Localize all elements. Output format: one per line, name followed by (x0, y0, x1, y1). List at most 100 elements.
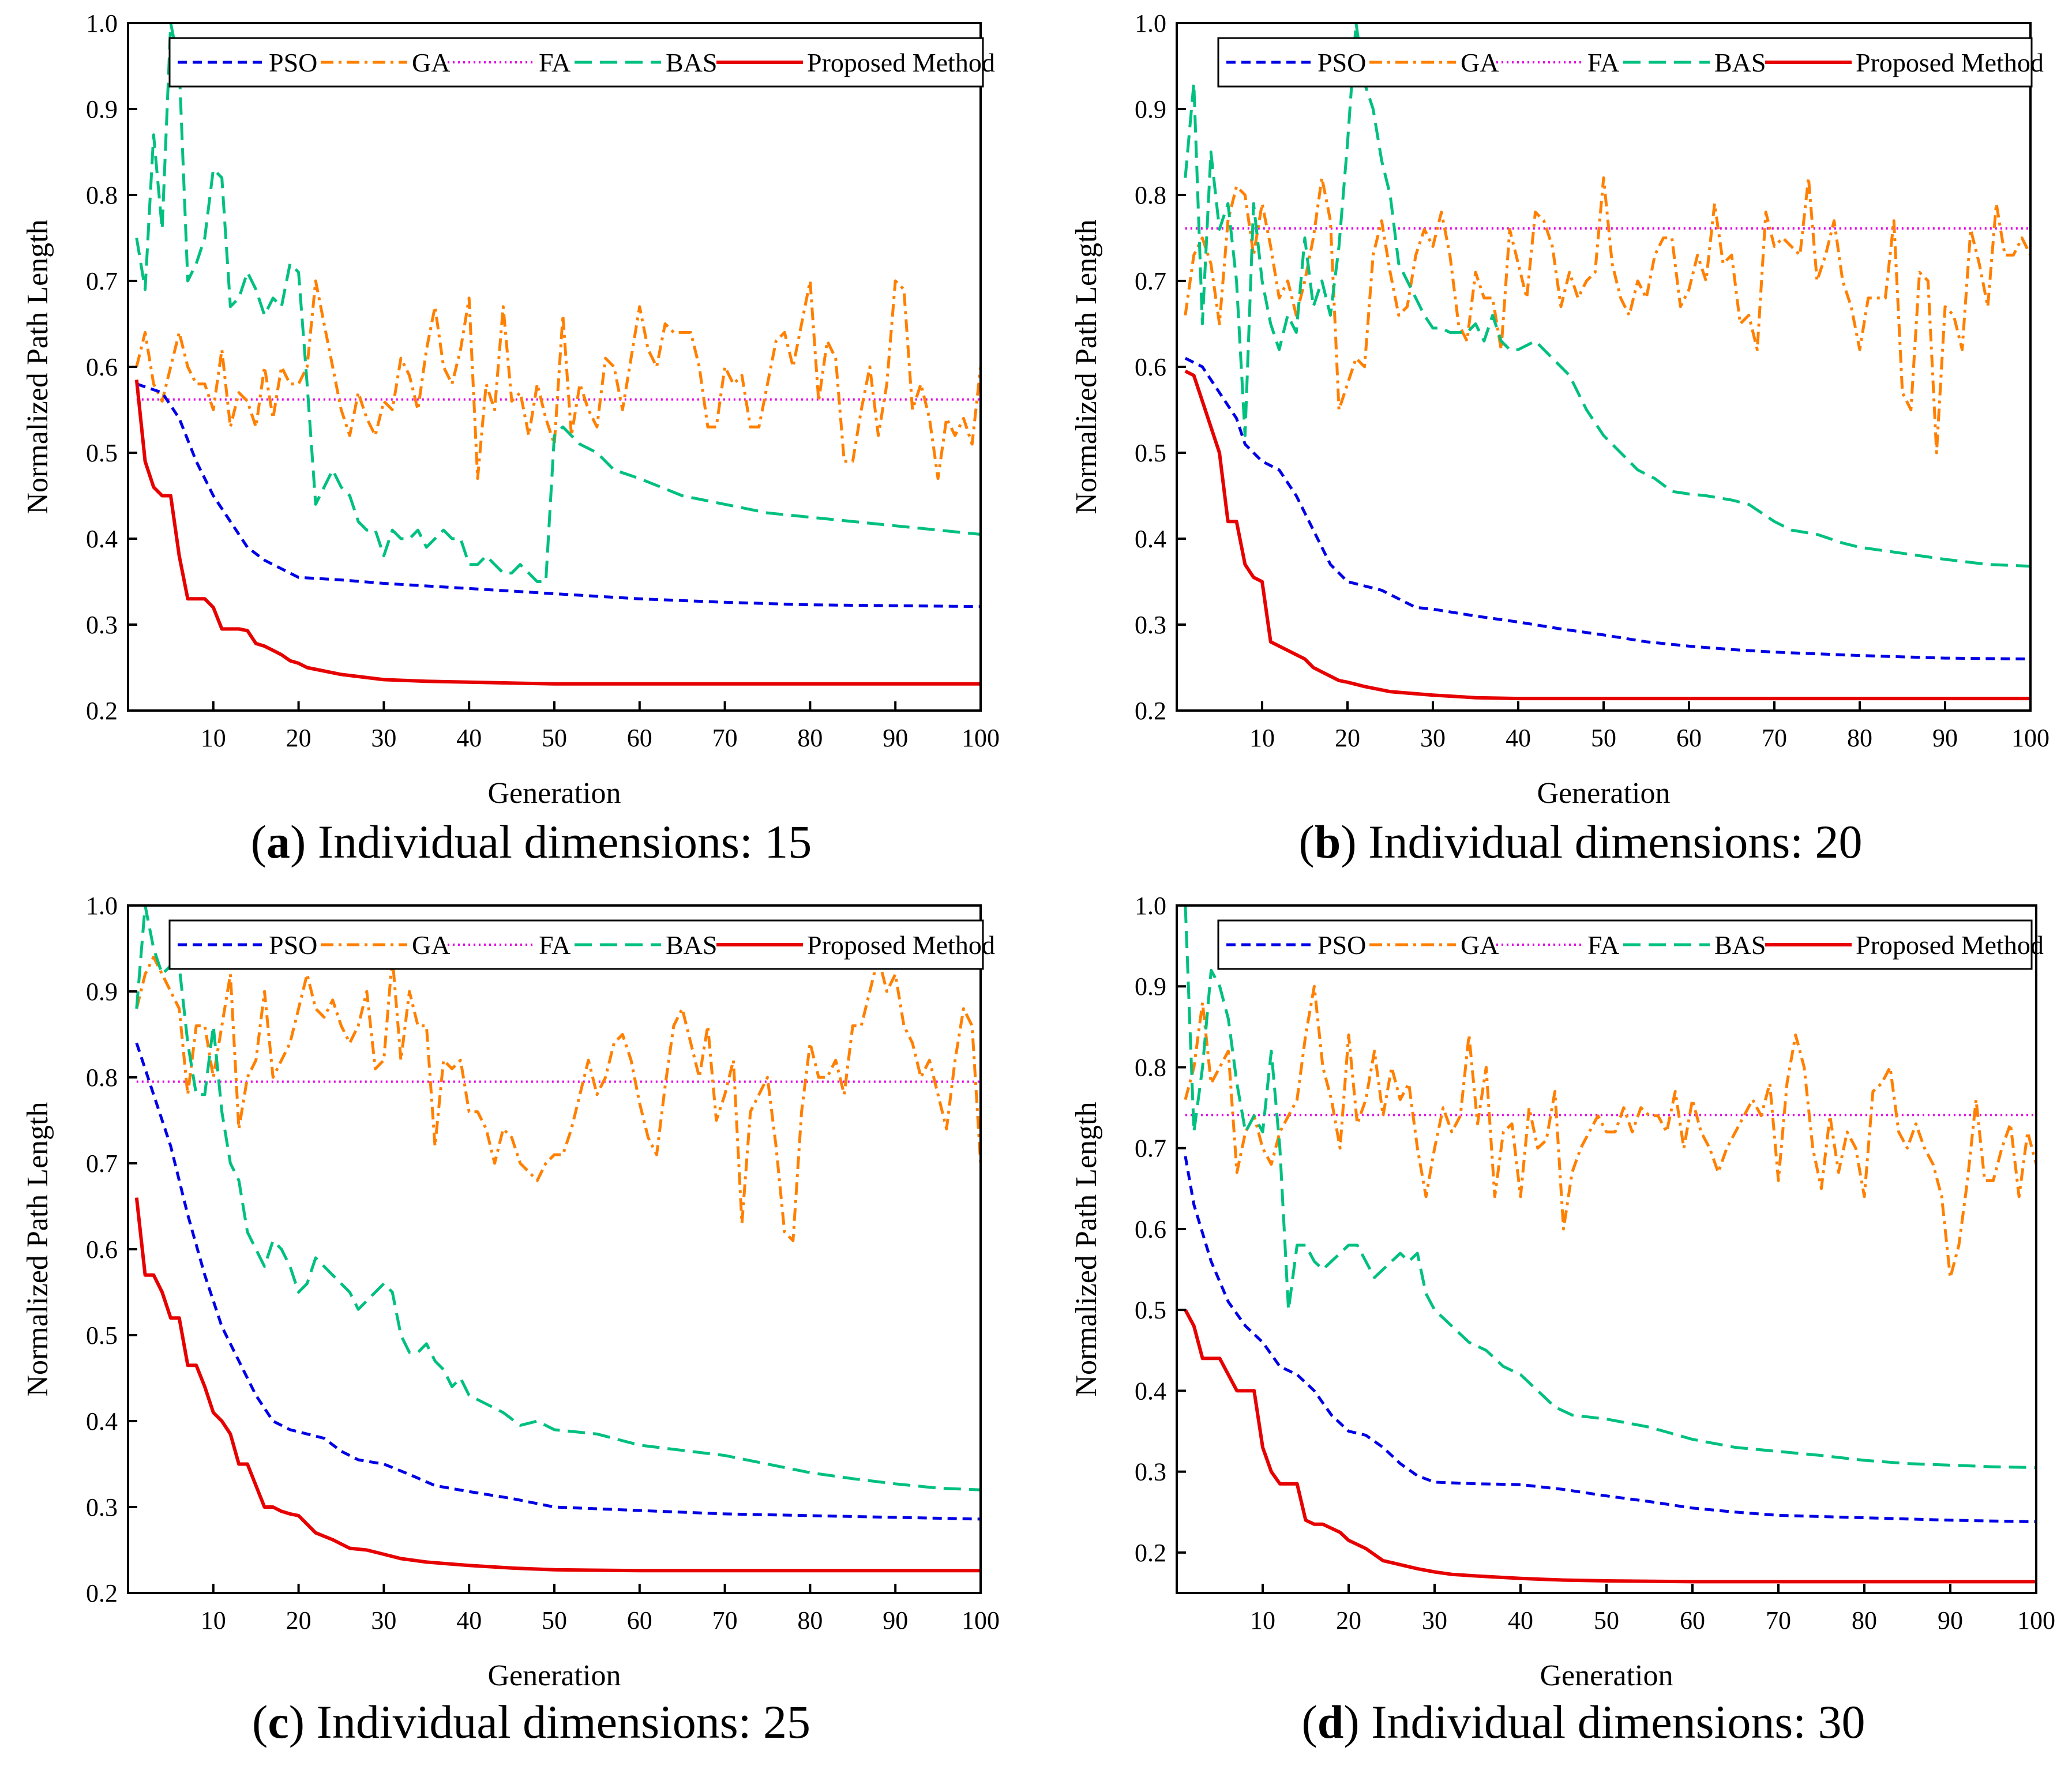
y-tick-label: 0.8 (86, 181, 118, 209)
legend-label-ga: GA (412, 930, 450, 960)
y-tick-label: 0.5 (1135, 1296, 1166, 1324)
y-tick-label: 0.4 (1135, 1377, 1166, 1405)
x-tick-label: 30 (371, 1606, 396, 1635)
y-tick-label: 0.4 (86, 525, 118, 553)
x-tick-label: 20 (1336, 1606, 1361, 1635)
x-tick-label: 40 (1508, 1606, 1533, 1635)
chart-panel-0: 10 20 30 40 50 60 70 80 90 100 0.2 0.3 0.4 0.5 0.6 0.7 0… (21, 9, 1000, 868)
y-tick-label: 0.6 (86, 353, 118, 381)
panel-caption: (a) Individual dimensions: 15 (251, 816, 812, 868)
series-line-bas (1184, 23, 2030, 568)
legend-label-bas: BAS (1714, 930, 1766, 960)
y-axis-label: Normalized Path Length (21, 219, 54, 514)
series-line-pso (1184, 1156, 2036, 1524)
y-tick-label: 0.6 (86, 1235, 118, 1264)
series-line-pso (136, 382, 981, 608)
x-tick-label: 20 (1335, 724, 1360, 752)
y-tick-label: 0.2 (86, 1579, 118, 1607)
x-tick-label: 100 (962, 1606, 1000, 1635)
y-tick-label: 0.6 (1135, 1215, 1166, 1243)
x-tick-label: 20 (286, 1606, 311, 1635)
y-tick-label: 0.3 (1135, 611, 1166, 639)
x-tick-label: 100 (962, 724, 1000, 752)
x-tick-label: 40 (456, 1606, 482, 1635)
x-axis-label: Generation (487, 1659, 621, 1692)
series-group (1184, 23, 2030, 701)
legend-label-fa: FA (539, 48, 570, 77)
y-tick-label: 0.5 (86, 1321, 118, 1350)
legend-label-fa: FA (1587, 930, 1619, 960)
series-line-ga (1184, 176, 2030, 454)
x-tick-label: 70 (712, 724, 738, 752)
y-tick-label: 0.3 (86, 611, 118, 639)
series-line-proposed-method (134, 1197, 981, 1573)
legend-label-ga: GA (412, 48, 450, 77)
y-tick-label: 0.7 (1135, 1134, 1166, 1163)
y-tick-label: 0.9 (86, 978, 118, 1006)
panel-caption: (c) Individual dimensions: 25 (252, 1696, 810, 1748)
legend-label-bas: BAS (1714, 48, 1766, 77)
y-tick-label: 0.2 (1135, 1539, 1166, 1567)
series-line-ga (135, 279, 981, 480)
x-tick-label: 70 (712, 1606, 738, 1635)
series-group (134, 23, 981, 686)
x-tick-label: 100 (2011, 724, 2050, 752)
chart-panel-3: 10 20 30 40 50 60 70 80 90 100 0.2 0.3 0.4 0.5 0.6 0.7 0… (1070, 892, 2055, 1748)
x-axis-label: Generation (1540, 1659, 1673, 1692)
x-tick-label: 10 (1249, 724, 1275, 752)
x-tick-label: 30 (1420, 724, 1446, 752)
y-tick-label: 0.9 (1135, 972, 1166, 1001)
x-tick-label: 50 (542, 724, 567, 752)
legend-label-fa: FA (1587, 48, 1619, 77)
x-tick-label: 30 (1422, 1606, 1447, 1635)
x-tick-label: 30 (371, 724, 396, 752)
x-tick-label: 50 (1591, 724, 1616, 752)
legend-label-proposed-method: Proposed Method (807, 48, 995, 77)
series-line-pso (135, 1042, 981, 1521)
y-tick-label: 0.3 (86, 1493, 118, 1521)
x-tick-label: 90 (883, 1606, 908, 1635)
plot-frame (1176, 904, 2037, 1594)
x-tick-label: 40 (1506, 724, 1531, 752)
x-tick-label: 60 (627, 724, 652, 752)
panel-caption: (b) Individual dimensions: 20 (1298, 816, 1862, 868)
x-axis-label: Generation (487, 777, 621, 810)
series-line-pso (1184, 356, 2030, 661)
chart-panel-2: 10 20 30 40 50 60 70 80 90 100 0.2 0.3 0.4 0.5 0.6 0.7 0… (21, 892, 1000, 1748)
x-tick-label: 70 (1762, 724, 1787, 752)
legend-label-bas: BAS (666, 930, 717, 960)
series-line-bas (1184, 905, 2036, 1470)
plot-frame (127, 22, 982, 712)
x-tick-label: 60 (1680, 1606, 1705, 1635)
series-group (134, 905, 981, 1573)
legend-label-proposed-method: Proposed Method (1856, 930, 2044, 960)
legend-label-ga: GA (1461, 48, 1499, 77)
y-tick-label: 0.7 (86, 1149, 118, 1178)
y-tick-label: 0.4 (1135, 525, 1166, 553)
y-tick-label: 0.9 (86, 95, 118, 123)
legend-label-proposed-method: Proposed Method (1856, 48, 2044, 77)
series-group (1184, 905, 2036, 1584)
y-tick-label: 1.0 (1135, 892, 1166, 920)
plot-frame (1176, 22, 2032, 712)
x-tick-label: 70 (1766, 1606, 1791, 1635)
y-tick-label: 1.0 (1135, 9, 1166, 37)
legend-label-pso: PSO (269, 930, 317, 960)
legend-label-fa: FA (539, 930, 570, 960)
x-tick-label: 80 (1852, 1606, 1877, 1635)
x-tick-label: 90 (1932, 724, 1958, 752)
panel-caption: (d) Individual dimensions: 30 (1301, 1696, 1865, 1748)
y-tick-label: 0.5 (1135, 439, 1166, 467)
y-tick-label: 0.9 (1135, 95, 1166, 123)
x-tick-label: 50 (542, 1606, 567, 1635)
x-tick-label: 10 (201, 1606, 226, 1635)
x-tick-label: 60 (627, 1606, 652, 1635)
x-tick-label: 20 (286, 724, 311, 752)
series-line-bas (135, 905, 981, 1491)
legend-label-ga: GA (1461, 930, 1499, 960)
x-tick-label: 90 (1938, 1606, 1963, 1635)
x-tick-label: 50 (1594, 1606, 1619, 1635)
y-axis-label: Normalized Path Length (1070, 1102, 1103, 1396)
x-tick-label: 10 (201, 724, 226, 752)
